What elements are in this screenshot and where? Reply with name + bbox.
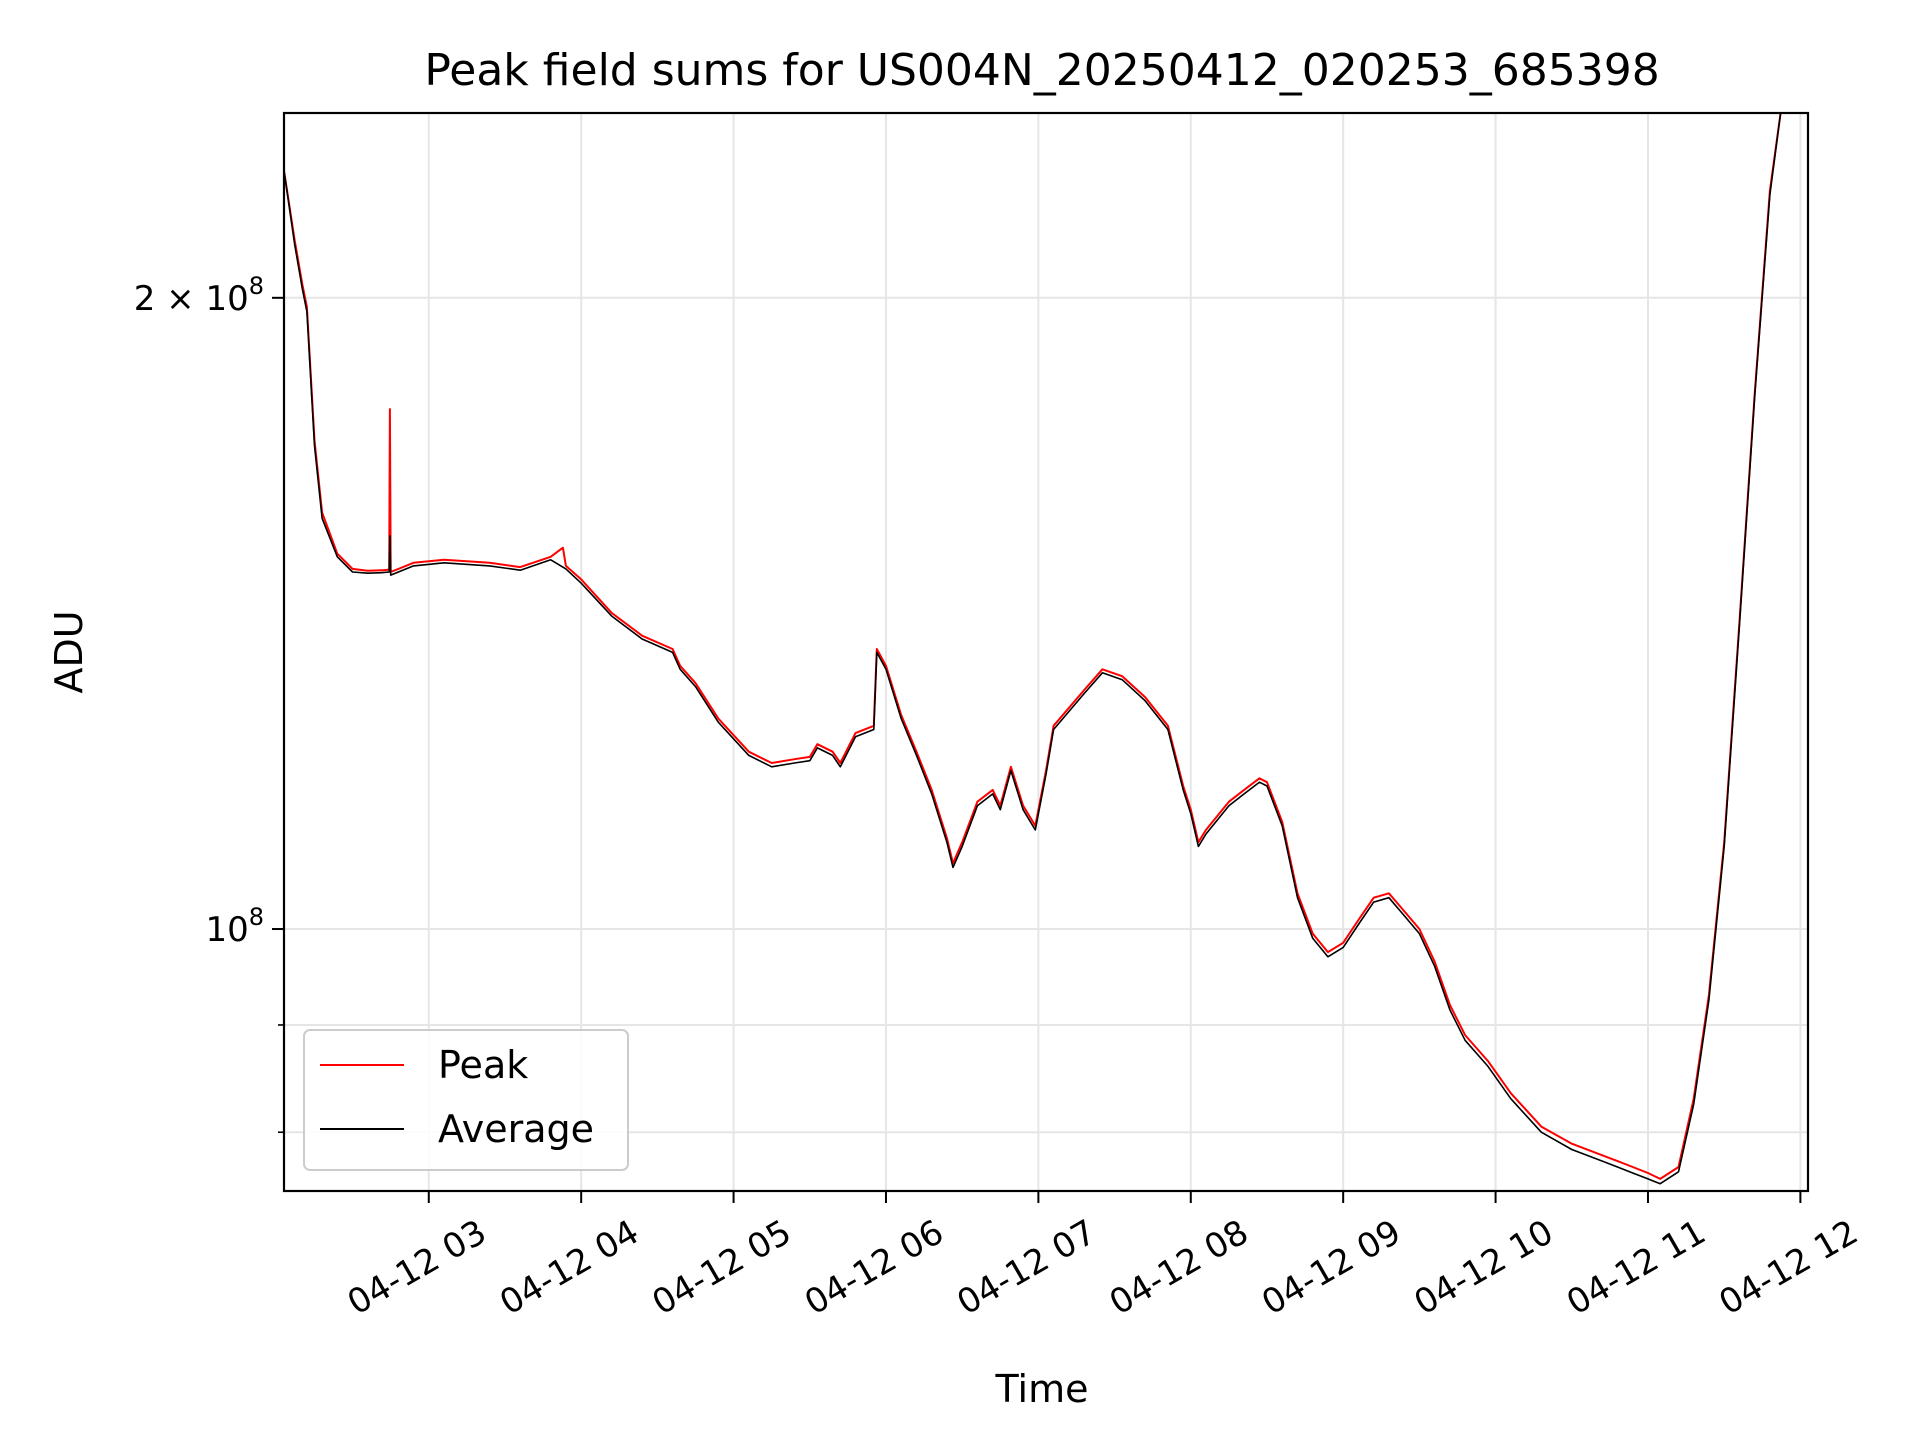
series-lines xyxy=(284,113,1808,1185)
grid-lines xyxy=(284,113,1808,1191)
y-tick-label: 108 xyxy=(205,903,264,950)
x-axis-label: Time xyxy=(995,1367,1089,1411)
series-line-peak xyxy=(284,113,1808,1180)
y-axis-label: ADU xyxy=(47,610,91,693)
legend-label-average: Average xyxy=(438,1107,594,1151)
chart-title: Peak field sums for US004N_20250412_0202… xyxy=(424,45,1659,96)
legend-label-peak: Peak xyxy=(438,1043,528,1087)
legend: Peak Average xyxy=(303,1029,629,1171)
y-tick-label: 2 × 108 xyxy=(134,272,264,319)
plot-frame xyxy=(282,111,1810,1193)
series-line-average xyxy=(284,113,1808,1185)
